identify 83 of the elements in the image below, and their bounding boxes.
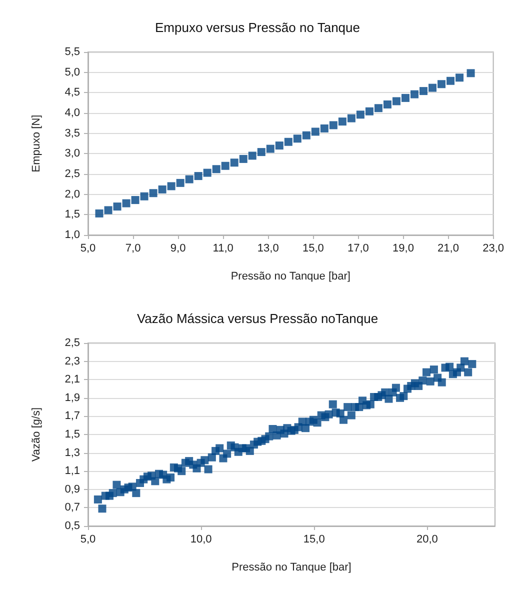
point xyxy=(456,74,464,82)
x-tick-label: 21,0 xyxy=(438,242,459,254)
point xyxy=(401,94,410,102)
point xyxy=(438,80,446,88)
chart-title: Empuxo versus Pressão no Tanque xyxy=(155,20,360,35)
point xyxy=(149,189,158,198)
y-tick-label: 4,0 xyxy=(64,107,80,119)
x-tick-label: 19,0 xyxy=(392,242,414,254)
point xyxy=(239,154,248,163)
point xyxy=(140,192,148,200)
point xyxy=(158,185,166,194)
point xyxy=(356,110,364,119)
point xyxy=(293,134,302,143)
y-tick-label: 4,5 xyxy=(64,86,80,99)
y-tick-label: 1,9 xyxy=(64,392,80,404)
x-tick-label: 11,0 xyxy=(212,242,234,254)
x-tick-label: 15,0 xyxy=(303,534,325,546)
point xyxy=(95,209,104,218)
point xyxy=(266,144,274,153)
point xyxy=(122,199,130,208)
x-tick-label: 5,0 xyxy=(80,534,96,546)
point xyxy=(329,121,338,130)
y-axis-title: Empuxo [N] xyxy=(30,114,42,172)
point xyxy=(338,118,346,126)
x-tick-label: 15,0 xyxy=(302,242,324,254)
x-tick-label: 7,0 xyxy=(125,242,141,254)
y-tick-label: 3,5 xyxy=(64,127,80,140)
x-axis-title: Pressão no Tanque [bar] xyxy=(232,562,352,574)
point xyxy=(392,97,400,106)
point xyxy=(131,196,140,204)
point xyxy=(320,124,328,132)
y-tick-label: 1,7 xyxy=(64,410,80,422)
point xyxy=(194,172,202,180)
x-tick-label: 20,0 xyxy=(416,534,438,546)
y-tick-label: 1,3 xyxy=(64,446,80,459)
point xyxy=(311,128,320,136)
y-tick-label: 5,5 xyxy=(64,46,80,58)
point xyxy=(176,178,184,187)
point xyxy=(185,175,194,184)
y-tick-label: 3,0 xyxy=(64,148,80,160)
point xyxy=(221,162,230,170)
point xyxy=(212,165,220,174)
x-tick-label: 10,0 xyxy=(190,534,212,546)
y-tick-label: 2,1 xyxy=(64,374,80,386)
y-tick-label: 2,5 xyxy=(64,168,80,180)
x-tick-label: 17,0 xyxy=(347,242,369,254)
point xyxy=(167,182,176,190)
point xyxy=(446,76,455,85)
y-tick-label: 0,5 xyxy=(64,520,80,532)
point xyxy=(466,69,475,78)
point xyxy=(284,138,292,146)
point xyxy=(248,152,256,160)
x-tick-label: 9,0 xyxy=(170,242,186,254)
point xyxy=(257,148,266,156)
point xyxy=(365,107,374,116)
point xyxy=(230,158,238,167)
y-tick-label: 2,0 xyxy=(64,188,80,200)
y-tick-label: 1,5 xyxy=(64,428,80,440)
point xyxy=(302,131,310,140)
point xyxy=(419,87,428,96)
y-tick-label: 1,0 xyxy=(64,229,80,241)
point xyxy=(347,114,356,122)
y-tick-label: 2,3 xyxy=(64,355,80,368)
x-tick-label: 13,0 xyxy=(257,242,279,254)
point xyxy=(383,100,392,108)
point xyxy=(113,202,122,211)
point xyxy=(104,206,112,214)
point xyxy=(428,84,436,92)
y-tick-label: 0,9 xyxy=(64,483,80,496)
x-tick-label: 23,0 xyxy=(482,242,504,254)
x-tick-label: 5,0 xyxy=(80,242,96,254)
y-tick-label: 1,5 xyxy=(64,208,80,221)
point xyxy=(410,90,418,98)
y-tick-label: 0,7 xyxy=(64,502,80,514)
chart-title: Vazão Mássica versus Pressão noTanque xyxy=(136,311,378,326)
y-tick-label: 2,5 xyxy=(64,337,80,349)
point xyxy=(203,168,212,177)
y-tick-label: 1,1 xyxy=(64,465,80,478)
y-axis-title: Vazão [g/s] xyxy=(30,407,42,462)
point xyxy=(275,142,284,150)
point xyxy=(374,104,382,112)
x-axis-title: Pressão no Tanque [bar] xyxy=(230,270,350,282)
y-tick-label: 5,0 xyxy=(64,66,80,78)
